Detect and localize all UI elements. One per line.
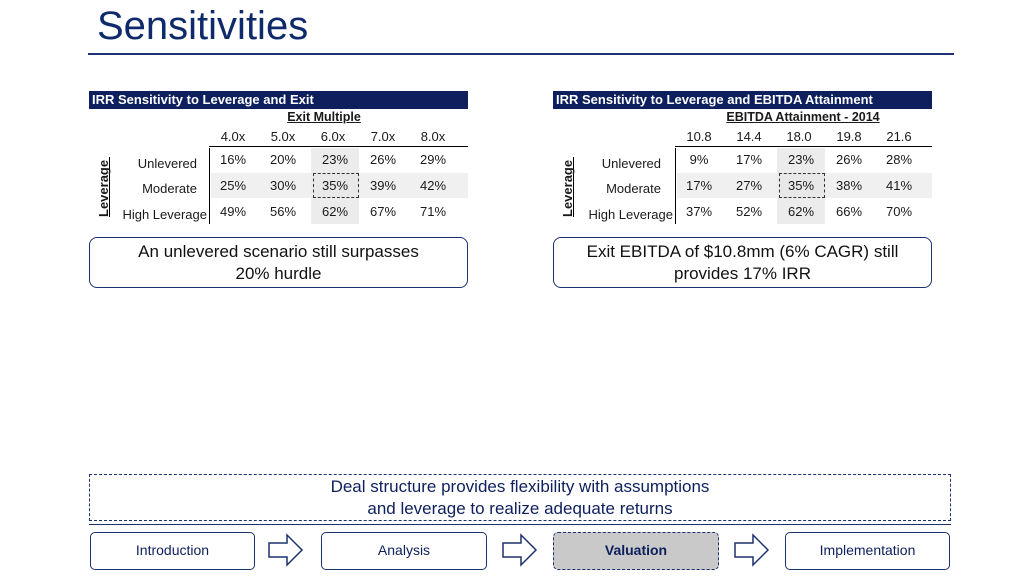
left-base-case-box <box>313 173 359 198</box>
right-cell: 41% <box>885 178 913 193</box>
right-arrow-icon <box>734 533 770 567</box>
nav-step-implementation[interactable]: Implementation <box>785 532 950 570</box>
right-col-head: 14.4 <box>736 129 762 144</box>
left-col-head: 8.0x <box>420 129 446 144</box>
left-callout-line: 20% hurdle <box>235 264 322 283</box>
left-axis-rule <box>109 157 110 217</box>
right-cell: 38% <box>835 178 863 193</box>
left-callout: An unlevered scenario still surpasses 20… <box>89 237 468 288</box>
left-row-label: High Leverage <box>122 207 207 222</box>
right-callout: Exit EBITDA of $10.8mm (6% CAGR) still p… <box>553 237 932 288</box>
right-callout-line: provides 17% IRR <box>673 264 811 283</box>
left-cell: 29% <box>419 152 447 167</box>
right-cell: 35% <box>787 178 815 193</box>
left-table-header: IRR Sensitivity to Leverage and Exit <box>89 91 468 109</box>
page-title: Sensitivities <box>97 4 309 48</box>
left-side-rule <box>209 148 210 224</box>
left-col-head: 5.0x <box>270 129 296 144</box>
summary-line: Deal structure provides flexibility with… <box>330 477 710 496</box>
right-side-rule <box>675 148 676 224</box>
right-axis-rule <box>573 157 574 217</box>
right-row-axis-label: Leverage <box>560 159 575 217</box>
right-cell: 70% <box>885 204 913 219</box>
left-col-head: 6.0x <box>320 129 346 144</box>
right-cell: 37% <box>685 204 713 219</box>
left-cell: 16% <box>219 152 247 167</box>
right-col-head: 10.8 <box>686 129 712 144</box>
left-cell: 56% <box>269 204 297 219</box>
right-cell: 62% <box>787 204 815 219</box>
left-cell: 67% <box>369 204 397 219</box>
summary-box: Deal structure provides flexibility with… <box>89 474 951 521</box>
left-cell: 42% <box>419 178 447 193</box>
title-divider <box>88 53 954 55</box>
right-cell: 66% <box>835 204 863 219</box>
right-col-head: 21.6 <box>886 129 912 144</box>
summary-line: and leverage to realize adequate returns <box>367 499 673 518</box>
right-base-case-box <box>779 173 825 198</box>
right-cell: 52% <box>735 204 763 219</box>
left-cell: 26% <box>369 152 397 167</box>
right-callout-line: Exit EBITDA of $10.8mm (6% CAGR) still <box>586 242 899 261</box>
left-col-head: 4.0x <box>220 129 246 144</box>
left-cell: 71% <box>419 204 447 219</box>
nav-step-valuation[interactable]: Valuation <box>553 532 719 570</box>
right-arrow-icon <box>268 533 304 567</box>
left-cell: 20% <box>269 152 297 167</box>
right-cell: 27% <box>735 178 763 193</box>
left-callout-line: An unlevered scenario still surpasses <box>138 242 419 261</box>
nav-step-introduction[interactable]: Introduction <box>90 532 255 570</box>
right-cell: 26% <box>835 152 863 167</box>
right-axis-title: EBITDA Attainment - 2014 <box>726 110 880 124</box>
left-cell: 62% <box>321 204 349 219</box>
right-cell: 17% <box>735 152 763 167</box>
left-col-head: 7.0x <box>370 129 396 144</box>
summary-divider <box>89 524 951 525</box>
left-row-label: Unlevered <box>137 156 197 171</box>
left-cell: 23% <box>321 152 349 167</box>
right-col-head: 18.0 <box>786 129 812 144</box>
right-table-header: IRR Sensitivity to Leverage and EBITDA A… <box>553 91 932 109</box>
nav-step-analysis[interactable]: Analysis <box>321 532 487 570</box>
left-cell: 30% <box>269 178 297 193</box>
right-col-head: 19.8 <box>836 129 862 144</box>
left-cell: 35% <box>321 178 349 193</box>
right-row-label: Moderate <box>606 181 661 196</box>
left-row-axis-label: Leverage <box>96 159 111 217</box>
right-cell: 28% <box>885 152 913 167</box>
right-arrow-icon <box>502 533 538 567</box>
left-cell: 49% <box>219 204 247 219</box>
right-cell: 9% <box>689 152 709 167</box>
left-cell: 39% <box>369 178 397 193</box>
left-col-rule <box>209 146 468 147</box>
right-row-label: High Leverage <box>588 207 673 222</box>
right-cell: 23% <box>787 152 815 167</box>
left-row-label: Moderate <box>142 181 197 196</box>
left-cell: 25% <box>219 178 247 193</box>
right-col-rule <box>675 146 932 147</box>
right-cell: 17% <box>685 178 713 193</box>
right-row-label: Unlevered <box>601 156 661 171</box>
left-axis-title: Exit Multiple <box>287 110 361 124</box>
